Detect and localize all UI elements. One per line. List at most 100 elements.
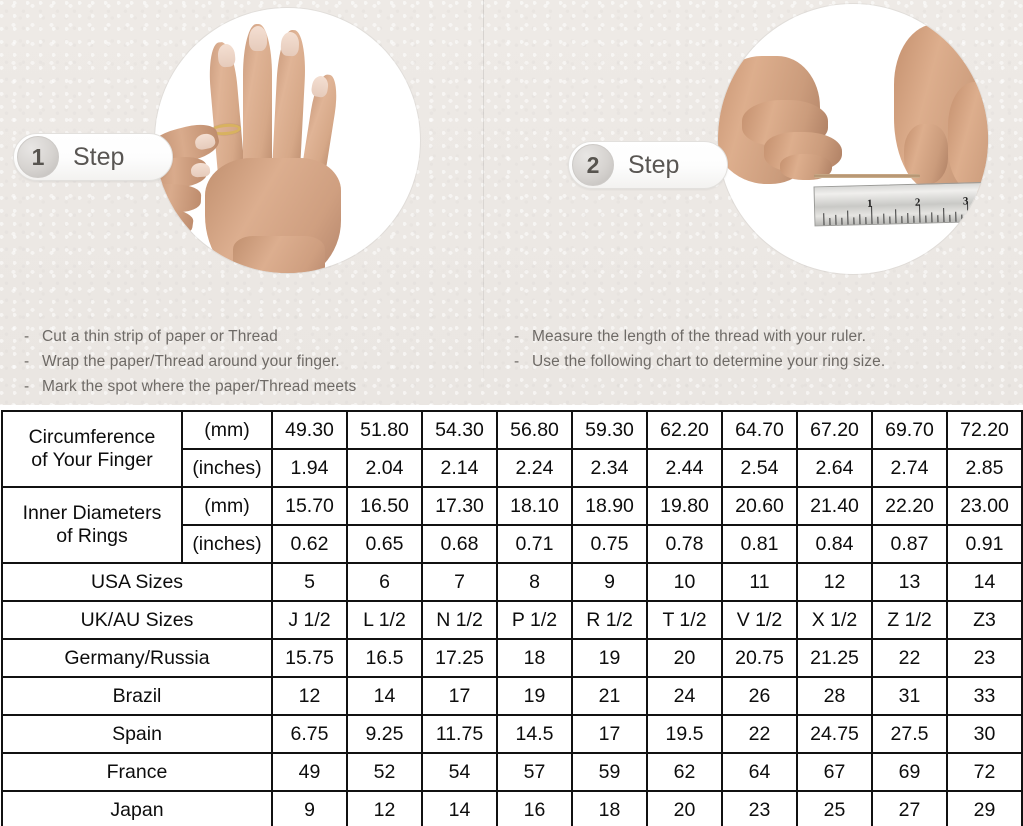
chart-cell: 11 (721, 562, 798, 602)
chart-cell: 64.70 (721, 410, 798, 450)
step-2-label: Step (628, 150, 680, 179)
chart-cell: 0.81 (721, 524, 798, 564)
row-unit: (mm) (181, 486, 273, 526)
chart-cell: 2.64 (796, 448, 873, 488)
row-label-line: Inner Diameters (22, 502, 162, 524)
size-chart-area: Circumference of Your Finger (mm) 49.30 51.8… (0, 405, 1023, 826)
step-2-photo: 1 2 3 (718, 4, 988, 274)
chart-cell: 17.30 (421, 486, 498, 526)
chart-cell: 17 (421, 676, 498, 716)
row-label-line: of Rings (56, 525, 128, 547)
chart-cell: 54 (421, 752, 498, 792)
instruction-item: - Measure the length of the thread with y… (514, 324, 1014, 349)
chart-cell: 19.80 (646, 486, 723, 526)
bullet-dash: - (514, 328, 520, 345)
step-1-badge: 1 Step (13, 133, 173, 181)
chart-cell: 24 (646, 676, 723, 716)
chart-cell: 0.84 (796, 524, 873, 564)
instruction-item: - Wrap the paper/Thread around your finge… (24, 349, 474, 374)
ruler-number-3: 3 (962, 195, 969, 208)
chart-cell: 72.20 (946, 410, 1023, 450)
chart-cell: 0.87 (871, 524, 948, 564)
chart-cell: 2.14 (421, 448, 498, 488)
table-row: Circumference of Your Finger (mm) 49.30 51.8… (1, 410, 1023, 488)
bullet-dash: - (514, 353, 520, 370)
chart-cell: 29 (946, 790, 1023, 826)
chart-cell: 20.75 (721, 638, 798, 678)
chart-cell: 52 (346, 752, 423, 792)
chart-cell: 59.30 (571, 410, 648, 450)
table-row: Germany/Russia 15.75 16.5 17.25 18 19 20 20.75 2… (1, 638, 1023, 678)
chart-cell: 49.30 (271, 410, 348, 450)
step-1-instructions: - Cut a thin strip of paper or Thread - Wr… (24, 324, 474, 399)
chart-cell: 0.71 (496, 524, 573, 564)
chart-cell: 56.80 (496, 410, 573, 450)
chart-cell: Z 1/2 (871, 600, 948, 640)
chart-cell: 18.10 (496, 486, 573, 526)
chart-cell: V 1/2 (721, 600, 798, 640)
panel-divider (483, 0, 484, 395)
chart-cell: 17 (571, 714, 648, 754)
chart-cell: 21.40 (796, 486, 873, 526)
chart-cell: 12 (271, 676, 348, 716)
thread-and-ruler-illustration: 1 2 3 (718, 4, 988, 274)
table-row: France 49 52 54 57 59 62 64 67 69 72 (1, 752, 1023, 792)
chart-cell: 13 (871, 562, 948, 602)
chart-cell: 19 (571, 638, 648, 678)
table-row: (inches) 0.62 0.65 0.68 0.71 0.75 0.78 0.81 0.84… (2, 524, 1023, 564)
chart-cell: 12 (346, 790, 423, 826)
chart-cell: L 1/2 (346, 600, 423, 640)
chart-cell: 49 (271, 752, 348, 792)
chart-cell: 7 (421, 562, 498, 602)
chart-cell: 18.90 (571, 486, 648, 526)
chart-cell: 2.85 (946, 448, 1023, 488)
chart-cell: 51.80 (346, 410, 423, 450)
chart-cell: 0.68 (421, 524, 498, 564)
chart-cell: 12 (796, 562, 873, 602)
chart-cell: 15.70 (271, 486, 348, 526)
chart-cell: 14 (946, 562, 1023, 602)
chart-cell: 67 (796, 752, 873, 792)
table-row: Brazil 12 14 17 19 21 24 26 28 31 33 (1, 676, 1023, 716)
chart-cell: 27 (871, 790, 948, 826)
step-2-badge: 2 Step (568, 141, 728, 189)
chart-cell: 21 (571, 676, 648, 716)
chart-cell: 14 (346, 676, 423, 716)
chart-cell: 69 (871, 752, 948, 792)
row-label: Germany/Russia (1, 638, 273, 678)
chart-cell: 27.5 (871, 714, 948, 754)
chart-cell: 31 (871, 676, 948, 716)
chart-cell: N 1/2 (421, 600, 498, 640)
chart-cell: 28 (796, 676, 873, 716)
ruler-number-2: 2 (914, 196, 921, 209)
step-1-label: Step (73, 142, 125, 171)
bullet-dash: - (24, 378, 30, 395)
bullet-dash: - (24, 353, 30, 370)
step-2-number: 2 (572, 144, 614, 186)
table-row: Inner Diameters of Rings (mm) 15.70 16.50 17.… (1, 486, 1023, 564)
row-unit: (mm) (181, 410, 273, 450)
table-row: USA Sizes 5 6 7 8 9 10 11 12 13 14 (1, 562, 1023, 602)
chart-cell: 11.75 (421, 714, 498, 754)
bullet-dash: - (24, 328, 30, 345)
instruction-item: - Mark the spot where the paper/Thread me… (24, 374, 474, 399)
chart-cell: 22 (721, 714, 798, 754)
table-row: (inches) 1.94 2.04 2.14 2.24 2.34 2.44 2.54 2.64… (2, 448, 1023, 488)
chart-cell: 62.20 (646, 410, 723, 450)
table-row: Spain 6.75 9.25 11.75 14.5 17 19.5 22 24.75 27.5 3… (1, 714, 1023, 754)
chart-cell: 26 (721, 676, 798, 716)
chart-cell: 0.62 (271, 524, 348, 564)
instruction-text: Use the following chart to determine you… (532, 353, 886, 370)
chart-cell: T 1/2 (646, 600, 723, 640)
chart-cell: 69.70 (871, 410, 948, 450)
chart-cell: 0.65 (346, 524, 423, 564)
chart-cell: Z3 (946, 600, 1023, 640)
chart-cell: 24.75 (796, 714, 873, 754)
instruction-text: Measure the length of the thread with yo… (532, 328, 867, 345)
chart-cell: 8 (496, 562, 573, 602)
chart-cell: 0.75 (571, 524, 648, 564)
chart-cell: R 1/2 (571, 600, 648, 640)
instruction-text: Mark the spot where the paper/Thread mee… (42, 378, 357, 395)
chart-cell: 17.25 (421, 638, 498, 678)
